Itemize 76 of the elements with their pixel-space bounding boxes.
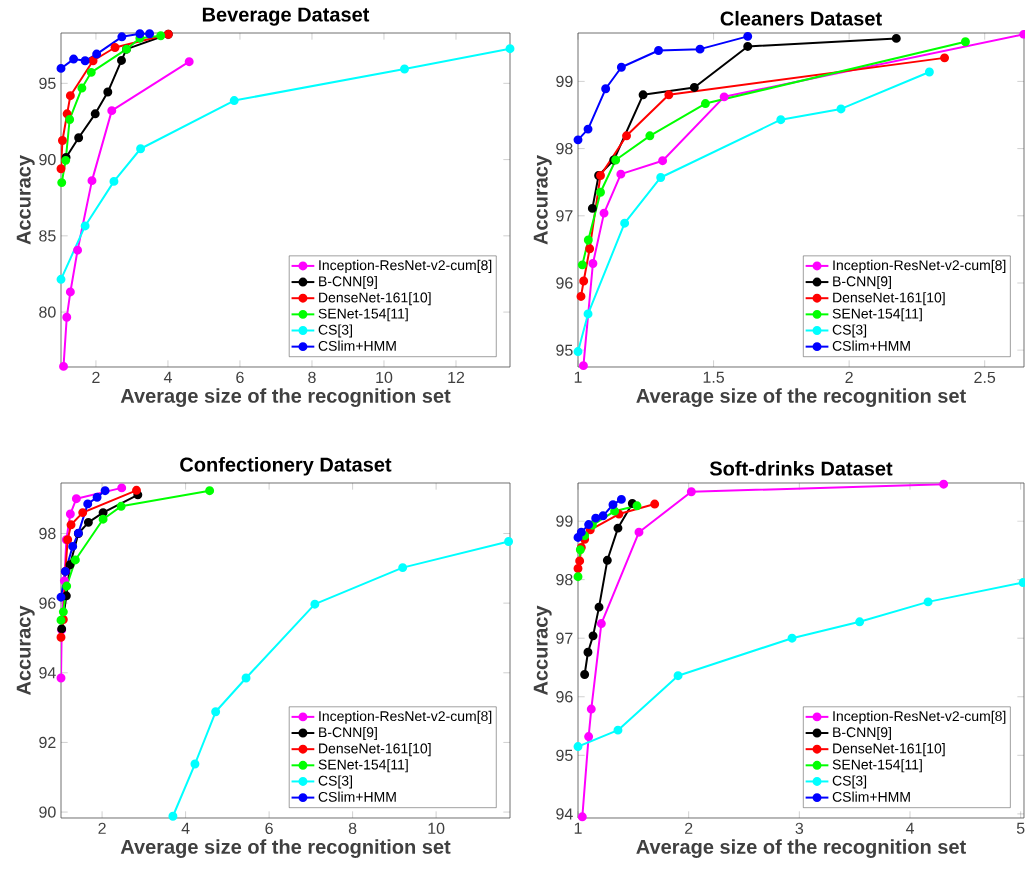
y-tick-label: 94 — [556, 808, 573, 820]
x-tick-label: 4 — [163, 371, 172, 383]
x-tick-label: 2 — [92, 371, 100, 383]
y-tick-label: 95 — [39, 77, 56, 89]
x-tick-label: 4 — [905, 822, 914, 834]
y-tick-label: 97 — [556, 210, 573, 222]
y-tick-label: 96 — [556, 691, 573, 703]
legend-label: CS[3] — [318, 775, 352, 789]
legend-label: CS[3] — [832, 775, 867, 789]
x-tick-label: 1 — [574, 371, 582, 383]
chart-title: Cleaners Dataset — [720, 10, 882, 26]
x-tick-label: 3 — [795, 822, 804, 835]
y-tick-label: 98 — [556, 573, 573, 586]
legend-label: CSlim+HMM — [832, 340, 910, 351]
x-tick-label: 5 — [1016, 822, 1025, 834]
y-tick-label: 90 — [39, 806, 56, 818]
y-axis-title: Accuracy — [16, 605, 35, 696]
legend-label: SENet-154[11] — [832, 308, 922, 322]
x-axis-title: Average size of the recognition set — [636, 388, 966, 407]
legend-label: CS[3] — [318, 324, 352, 338]
y-tick-label: 92 — [39, 736, 56, 749]
legend-label: Inception-ResNet-v2-cum[8] — [833, 259, 1006, 273]
x-tick-label: 6 — [265, 822, 273, 835]
y-tick-label: 98 — [556, 142, 573, 155]
x-tick-label: 8 — [308, 371, 316, 384]
x-tick-label: 2.5 — [974, 371, 996, 384]
legend-label: B-CNN[9] — [319, 275, 377, 290]
x-tick-label: 1.5 — [703, 371, 725, 383]
y-tick-label: 99 — [556, 75, 573, 88]
legend-label: DenseNet-161[10] — [833, 743, 945, 757]
x-tick-label: 2 — [845, 371, 853, 383]
y-axis-title: Accuracy — [533, 605, 552, 696]
legend-label: SENet-154[11] — [832, 759, 922, 773]
x-tick-label: 1 — [574, 822, 582, 834]
y-axis-title: Accuracy — [533, 155, 552, 245]
chart-title: Beverage Dataset — [202, 7, 370, 26]
x-tick-label: 10 — [428, 822, 445, 835]
x-axis-title: Average size of the recognition set — [120, 388, 451, 407]
x-tick-label: 2 — [685, 822, 693, 834]
legend-label: DenseNet-161[10] — [319, 743, 431, 757]
legend-label: Inception-ResNet-v2-cum[8] — [319, 259, 492, 273]
y-tick-label: 80 — [39, 306, 56, 318]
legend-label: B-CNN[9] — [319, 726, 377, 740]
legend-label: CS[3] — [832, 324, 867, 338]
legend-label: DenseNet-161[10] — [833, 292, 945, 306]
y-tick-label: 96 — [39, 597, 56, 609]
x-tick-label: 10 — [376, 371, 393, 384]
legend-label: CSlim+HMM — [832, 791, 910, 802]
legend-label: Inception-ResNet-v2-cum[8] — [833, 710, 1006, 724]
x-tick-label: 12 — [448, 371, 465, 383]
legend-label: SENet-154[11] — [318, 308, 408, 322]
legend-label: CSlim+HMM — [318, 340, 396, 351]
chart-title: Soft-drinks Dataset — [709, 460, 893, 476]
y-tick-label: 95 — [556, 749, 573, 761]
y-axis-title: Accuracy — [16, 155, 35, 245]
x-tick-label: 4 — [181, 822, 190, 834]
y-tick-label: 96 — [556, 277, 573, 289]
legend-label: B-CNN[9] — [833, 726, 891, 740]
x-tick-label: 2 — [98, 822, 106, 834]
legend-label: B-CNN[9] — [833, 276, 891, 290]
y-tick-label: 95 — [556, 344, 573, 356]
legend-label: SENet-154[11] — [318, 759, 408, 773]
x-tick-label: 6 — [236, 371, 244, 384]
legend-label: DenseNet-161[10] — [319, 292, 431, 306]
x-axis-title: Average size of the recognition set — [636, 839, 966, 858]
y-tick-label: 90 — [39, 153, 56, 166]
chart-title: Confectionery Dataset — [180, 456, 392, 476]
y-tick-label: 94 — [39, 667, 56, 679]
legend-label: Inception-ResNet-v2-cum[8] — [319, 710, 492, 724]
y-tick-label: 98 — [39, 527, 56, 540]
y-tick-label: 85 — [39, 230, 56, 242]
y-tick-label: 97 — [556, 632, 573, 644]
y-tick-label: 99 — [556, 515, 573, 527]
x-tick-label: 8 — [348, 822, 357, 835]
legend-label: CSlim+HMM — [318, 791, 396, 802]
x-axis-title: Average size of the recognition set — [120, 839, 451, 858]
